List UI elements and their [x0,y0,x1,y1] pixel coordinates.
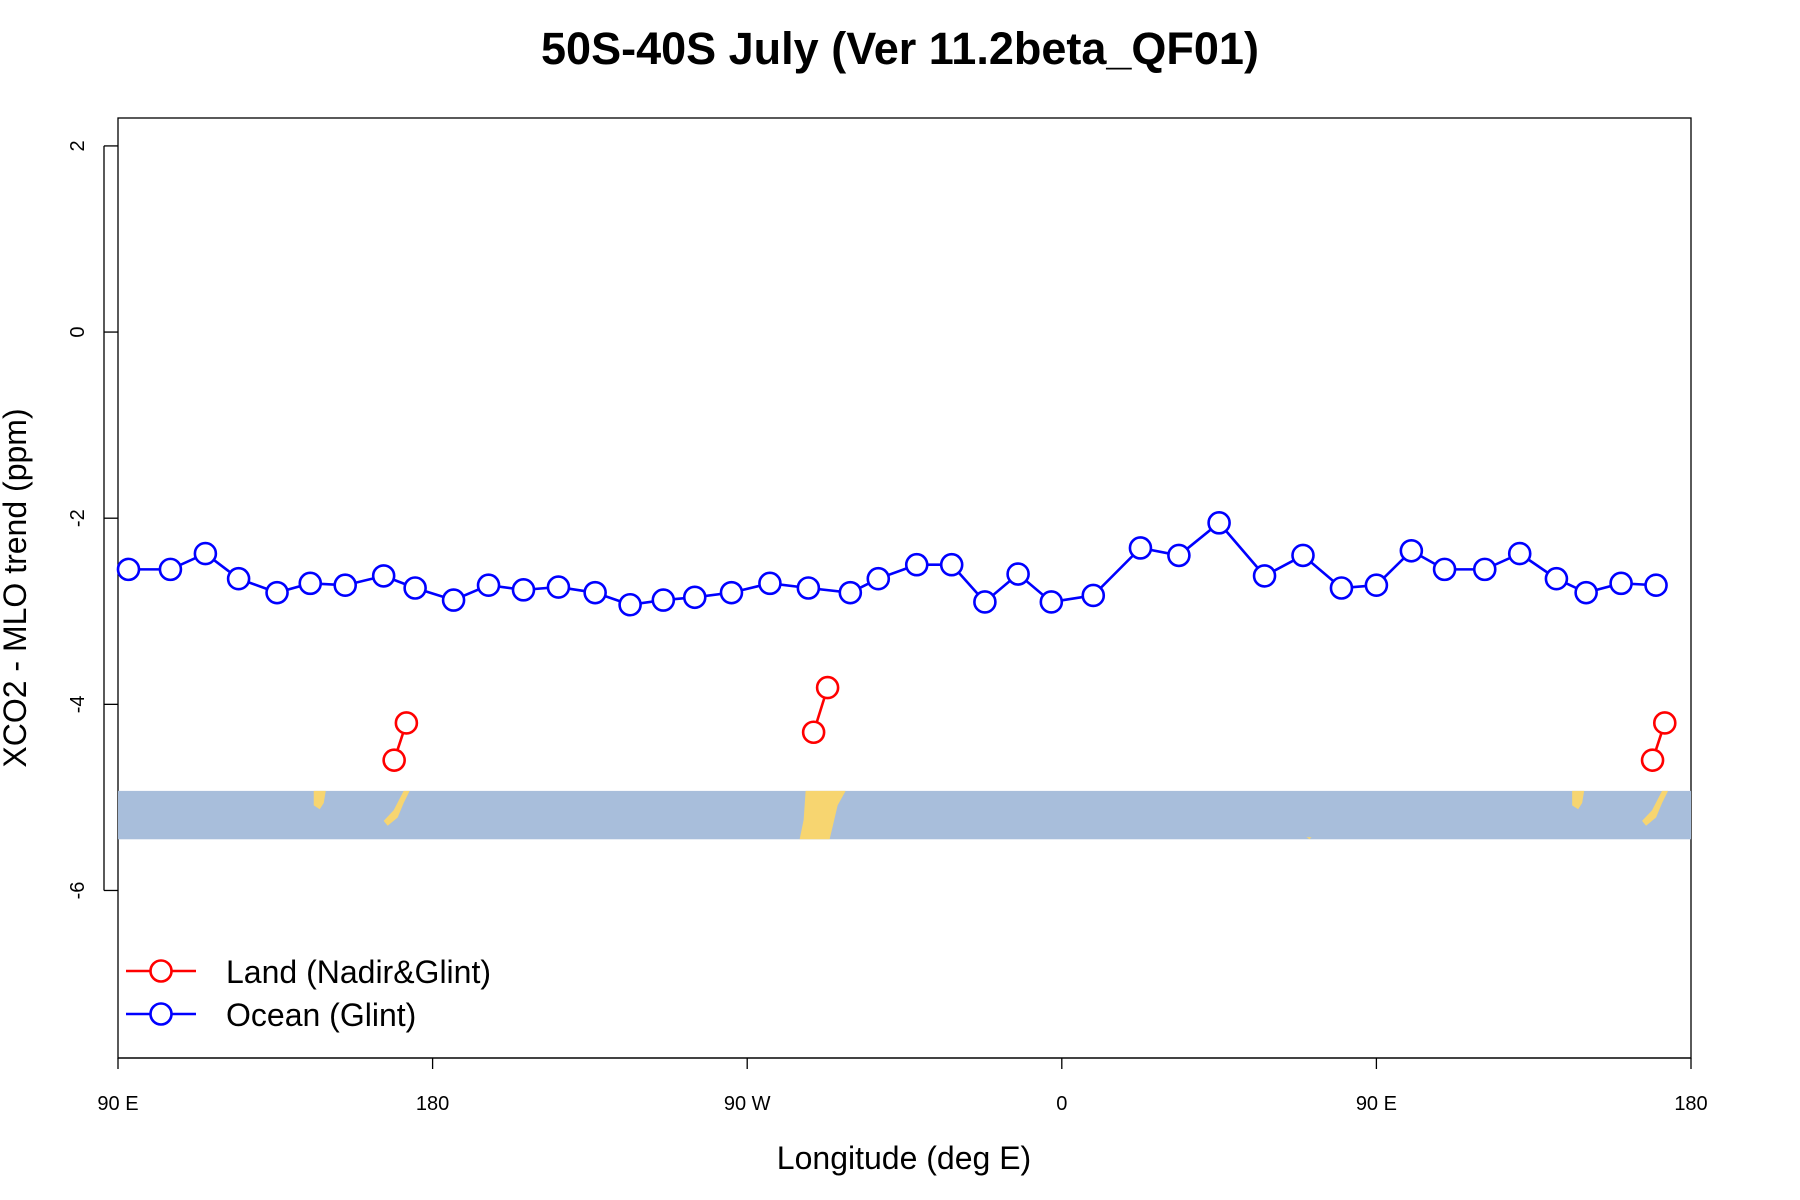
y-tick-label: 2 [67,140,89,151]
y-tick-label: -2 [67,509,89,527]
ocean-point [116,557,141,582]
ocean-point [758,571,782,596]
ocean-point [511,578,536,602]
ocean-point [838,580,863,605]
chart-title: 50S-40S July (Ver 11.2beta_QF01) [541,23,1259,74]
ocean-point [403,576,427,600]
map-land-tasmania [313,790,326,810]
map-land-new-zealand [383,790,410,826]
map-land-south-america [799,790,846,840]
land-point [801,720,826,745]
x-tick-label: 90 E [1356,1093,1397,1115]
ocean-point [1291,543,1315,568]
ocean-point [226,566,251,591]
ocean-line [128,521,1657,607]
ocean-point [1081,583,1106,608]
ocean-point [1252,564,1277,588]
ocean-point [1399,538,1424,563]
ocean-point [1207,511,1231,535]
ocean-point [583,580,607,605]
map-strip [118,790,1691,840]
x-tick-label: 180 [416,1093,449,1115]
x-axis-label: Longitude (deg E) [777,1140,1031,1176]
y-axis-label: XCO2 - MLO trend (ppm) [0,408,33,767]
ocean-point [1329,576,1354,600]
ocean-point [796,576,821,600]
ocean-point [546,575,571,599]
ocean-point [476,573,501,598]
legend-item-land: Land (Nadir&Glint) [126,954,491,990]
ocean-point [371,564,396,588]
land-point [815,675,840,700]
x-tick-label: 90 W [724,1093,771,1115]
ocean-point [1167,543,1191,568]
map-land-new-zealand-2 [1642,790,1669,826]
ocean-point [1472,557,1497,582]
ocean-point [1364,573,1389,598]
ocean-point [1644,573,1668,598]
ocean-point [265,580,289,605]
y-tick-label: -4 [67,695,89,713]
land-point [1652,711,1677,735]
ocean-point [333,573,358,598]
legend-ocean-label: Ocean (Glint) [226,997,416,1033]
ocean-point [973,590,997,614]
map-land-kerguelen [1306,837,1312,840]
ocean-point [1507,541,1532,566]
ocean-point [1609,571,1633,596]
y-tick-label: -6 [67,882,89,900]
land-series [382,675,1677,772]
land-point [1640,748,1665,772]
legend: Land (Nadir&Glint) Ocean (Glint) [126,954,491,1033]
ocean-point [193,541,218,566]
ocean-point [1039,590,1064,614]
legend-land-marker [149,959,173,983]
land-point [382,748,406,772]
map-land-tasmania-2 [1572,790,1585,810]
legend-item-ocean: Ocean (Glint) [126,997,416,1033]
ocean-point [618,592,642,617]
legend-land-label: Land (Nadir&Glint) [226,954,491,990]
map-ocean-band [118,790,1691,840]
y-axis: 2 0 -2 -4 -6 [67,140,118,899]
ocean-point [1432,557,1457,582]
ocean-point [441,588,466,612]
ocean-point [1544,566,1569,591]
ocean-point [939,552,964,577]
legend-ocean-marker [149,1002,173,1026]
ocean-point [1574,580,1598,605]
ocean-point [904,552,929,577]
ocean-point [1128,536,1153,560]
ocean-point [1006,562,1030,586]
ocean-series [116,511,1668,617]
land-point [394,711,419,735]
x-tick-label: 180 [1674,1093,1707,1115]
y-tick-label: 0 [67,326,89,337]
ocean-point [298,571,323,596]
x-axis: 90 E 180 90 W 0 90 E 180 [97,1057,1708,1115]
ocean-point [866,566,891,591]
ocean-point [719,580,744,605]
ocean-point [651,588,676,612]
x-tick-label: 90 E [97,1093,138,1115]
x-tick-label: 0 [1056,1093,1067,1115]
ocean-point [682,585,707,610]
ocean-point [158,557,183,582]
